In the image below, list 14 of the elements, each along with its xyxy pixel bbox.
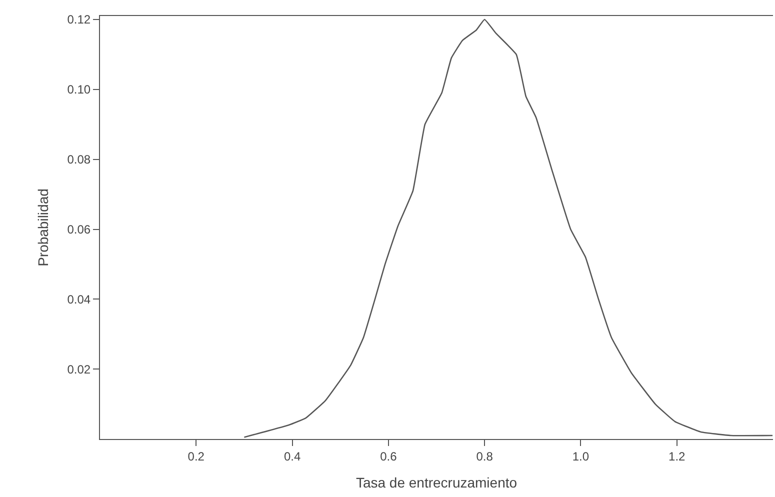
y-tick-label: 0.04	[67, 292, 91, 306]
y-tick-label: 0.02	[67, 362, 91, 376]
y-axis-title: Probabilidad	[34, 188, 51, 266]
x-tick-label: 1.2	[668, 449, 686, 464]
y-tick-label: 0.12	[67, 12, 91, 27]
x-tick-label: 0.6	[380, 449, 398, 464]
y-tick-label: 0.08	[67, 152, 91, 167]
x-axis-title: Tasa de entrecruzamiento	[356, 474, 518, 491]
y-tick-label: 0.10	[67, 82, 91, 97]
x-tick-label: 0.8	[476, 449, 494, 464]
y-tick-label: 0.06	[67, 222, 91, 236]
x-tick-label: 0.4	[284, 449, 301, 464]
x-tick-label: 0.2	[188, 449, 205, 464]
x-tick-label: 1.0	[572, 449, 590, 464]
